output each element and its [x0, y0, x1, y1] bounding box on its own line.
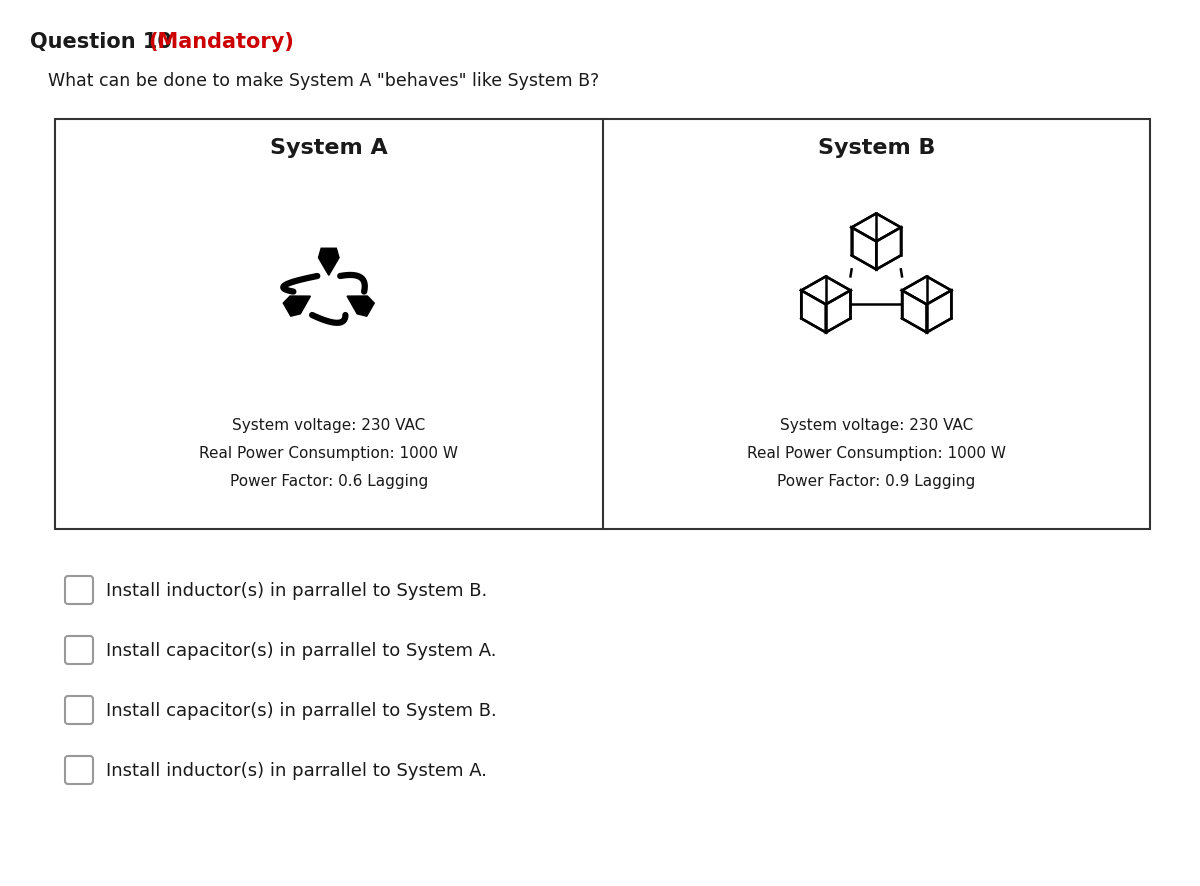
Polygon shape [826, 291, 851, 333]
Text: System B: System B [817, 138, 935, 158]
Polygon shape [876, 228, 901, 270]
Text: Install inductor(s) in parrallel to System B.: Install inductor(s) in parrallel to Syst… [106, 581, 487, 599]
Text: Real Power Consumption: 1000 W: Real Power Consumption: 1000 W [746, 446, 1006, 461]
Text: System voltage: 230 VAC: System voltage: 230 VAC [232, 417, 425, 432]
Text: Power Factor: 0.6 Lagging: Power Factor: 0.6 Lagging [229, 473, 428, 488]
FancyBboxPatch shape [65, 696, 94, 724]
Polygon shape [802, 277, 851, 305]
Polygon shape [902, 277, 952, 305]
Polygon shape [852, 228, 876, 270]
Text: Install capacitor(s) in parrallel to System B.: Install capacitor(s) in parrallel to Sys… [106, 701, 497, 719]
FancyBboxPatch shape [65, 756, 94, 784]
Polygon shape [347, 297, 374, 317]
Polygon shape [283, 297, 311, 317]
Bar [55, 120, 1150, 530]
Text: Install inductor(s) in parrallel to System A.: Install inductor(s) in parrallel to Syst… [106, 761, 487, 779]
Text: System A: System A [270, 138, 388, 158]
Text: System voltage: 230 VAC: System voltage: 230 VAC [780, 417, 973, 432]
Polygon shape [926, 291, 952, 333]
Text: Question 10: Question 10 [30, 32, 179, 52]
Polygon shape [802, 291, 826, 333]
Text: Power Factor: 0.9 Lagging: Power Factor: 0.9 Lagging [778, 473, 976, 488]
Text: Real Power Consumption: 1000 W: Real Power Consumption: 1000 W [199, 446, 458, 461]
FancyBboxPatch shape [65, 577, 94, 604]
Polygon shape [902, 291, 926, 333]
Text: What can be done to make System A "behaves" like System B?: What can be done to make System A "behav… [48, 72, 599, 89]
Text: Install capacitor(s) in parrallel to System A.: Install capacitor(s) in parrallel to Sys… [106, 641, 497, 659]
Polygon shape [852, 214, 901, 242]
FancyBboxPatch shape [65, 636, 94, 664]
Polygon shape [318, 249, 340, 276]
Text: (Mandatory): (Mandatory) [148, 32, 294, 52]
